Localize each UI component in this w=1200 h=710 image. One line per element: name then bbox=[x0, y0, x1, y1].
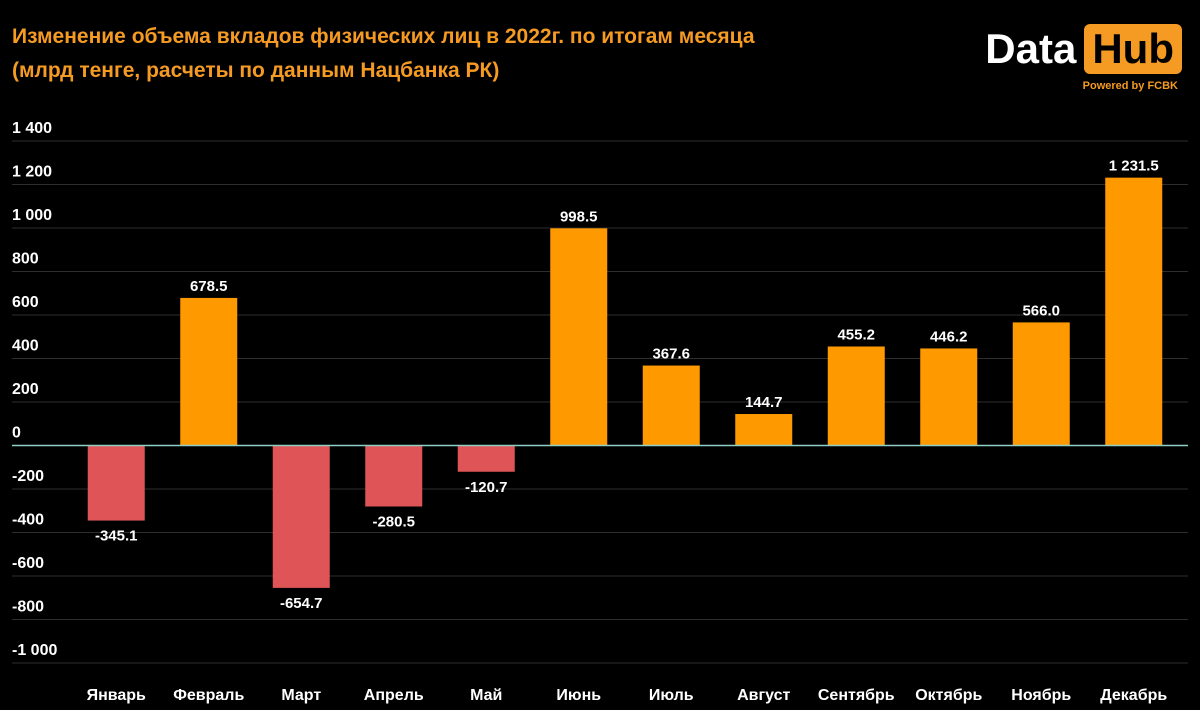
logo-wordmark: Data Hub bbox=[985, 24, 1182, 74]
y-tick-label: -200 bbox=[12, 468, 44, 485]
bar-12 bbox=[1105, 177, 1163, 446]
bar-4 bbox=[365, 445, 423, 507]
y-tick-label: -800 bbox=[12, 599, 44, 616]
y-tick-label: 1 000 bbox=[12, 207, 52, 224]
data-label: 998.5 bbox=[560, 208, 598, 225]
logo-tagline: Powered by FCBK bbox=[1082, 80, 1178, 92]
bar-9 bbox=[827, 346, 885, 446]
y-tick-label: -400 bbox=[12, 512, 44, 529]
datahub-logo: Data Hub Powered by FCBK bbox=[972, 14, 1182, 94]
y-tick-label: 800 bbox=[12, 251, 39, 268]
chart-title-line2: (млрд тенге, расчеты по данным Нацбанка … bbox=[12, 59, 500, 82]
x-category-label: Июнь bbox=[556, 687, 601, 704]
y-tick-label: 600 bbox=[12, 294, 39, 311]
y-tick-label: -600 bbox=[12, 555, 44, 572]
x-category-label: Сентябрь bbox=[818, 687, 895, 704]
data-label: 446.2 bbox=[930, 328, 968, 345]
bar-1 bbox=[87, 445, 145, 521]
x-category-label: Август bbox=[737, 687, 790, 704]
data-label: 455.2 bbox=[837, 326, 875, 343]
logo-word-data: Data bbox=[985, 25, 1077, 72]
x-category-label: Февраль bbox=[173, 687, 244, 704]
y-tick-label: -1 000 bbox=[12, 642, 57, 659]
bar-5 bbox=[457, 445, 515, 472]
data-label: 1 231.5 bbox=[1109, 158, 1159, 175]
x-category-label: Ноябрь bbox=[1011, 687, 1071, 704]
data-label: 566.0 bbox=[1022, 302, 1060, 319]
data-label: -345.1 bbox=[95, 528, 138, 545]
x-category-label: Апрель bbox=[364, 687, 424, 704]
bar-6 bbox=[550, 228, 608, 446]
data-label: -120.7 bbox=[465, 479, 508, 496]
x-category-label: Октябрь bbox=[915, 687, 982, 704]
x-category-label: Январь bbox=[87, 687, 146, 704]
y-tick-label: 1 400 bbox=[12, 120, 52, 137]
logo-word-hub: Hub bbox=[1084, 24, 1182, 74]
data-label: 367.6 bbox=[652, 346, 690, 363]
bar-11 bbox=[1012, 322, 1070, 446]
y-tick-label: 200 bbox=[12, 381, 39, 398]
bar-3 bbox=[272, 445, 330, 588]
bar-8 bbox=[735, 414, 793, 446]
data-label: -654.7 bbox=[280, 595, 323, 612]
y-tick-label: 0 bbox=[12, 425, 21, 442]
chart-title: Изменение объема вкладов физических лиц … bbox=[12, 20, 755, 88]
x-category-label: Декабрь bbox=[1100, 687, 1167, 704]
bar-10 bbox=[920, 348, 978, 446]
bar-2 bbox=[180, 297, 238, 446]
data-label: -280.5 bbox=[372, 514, 415, 531]
bar-7 bbox=[642, 365, 700, 446]
y-tick-label: 1 200 bbox=[12, 164, 52, 181]
y-tick-label: 400 bbox=[12, 338, 39, 355]
x-category-label: Март bbox=[281, 687, 321, 704]
x-category-label: Май bbox=[470, 687, 502, 704]
chart-title-line1: Изменение объема вкладов физических лиц … bbox=[12, 25, 755, 48]
x-category-label: Июль bbox=[649, 687, 694, 704]
data-label: 678.5 bbox=[190, 278, 228, 295]
data-label: 144.7 bbox=[745, 394, 783, 411]
